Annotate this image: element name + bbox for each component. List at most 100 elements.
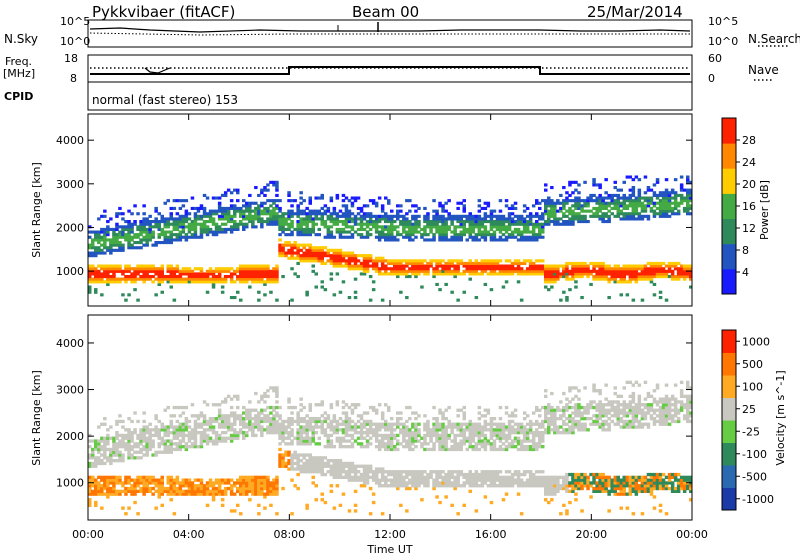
power-cell bbox=[519, 261, 524, 265]
velocity-cell bbox=[118, 433, 122, 438]
power-cell bbox=[384, 267, 388, 271]
power-cell bbox=[160, 277, 164, 281]
velocity-cell bbox=[217, 439, 222, 443]
power-cell bbox=[474, 259, 479, 263]
velocity-cell bbox=[208, 417, 213, 421]
velocity-cell bbox=[329, 467, 334, 471]
power-cell bbox=[444, 261, 448, 265]
power-cell bbox=[344, 196, 349, 200]
power-cell bbox=[465, 214, 469, 218]
power-cell bbox=[341, 264, 346, 268]
power-cell bbox=[269, 220, 273, 224]
velocity-cell bbox=[287, 422, 291, 426]
power-cell bbox=[239, 298, 243, 302]
velocity-cell bbox=[414, 433, 418, 438]
velocity-cell bbox=[359, 433, 364, 438]
velocity-cell bbox=[444, 442, 448, 446]
velocity-cell bbox=[103, 461, 107, 466]
velocity-cell bbox=[350, 425, 355, 429]
power-cell bbox=[223, 222, 228, 226]
power-cell bbox=[444, 209, 448, 213]
velocity-cell bbox=[127, 445, 131, 449]
velocity-cell bbox=[278, 422, 282, 426]
velocity-cell bbox=[293, 461, 297, 466]
power-cell bbox=[251, 269, 255, 273]
power-cell bbox=[217, 275, 222, 279]
power-cell bbox=[625, 272, 630, 276]
velocity-cell bbox=[323, 445, 328, 449]
power-cell bbox=[359, 267, 364, 271]
power-cell bbox=[544, 220, 548, 224]
velocity-cell bbox=[483, 478, 488, 482]
power-cell bbox=[631, 188, 636, 192]
velocity-cell bbox=[444, 445, 448, 449]
velocity-cell bbox=[139, 442, 143, 446]
power-cell bbox=[550, 220, 554, 224]
velocity-cell bbox=[338, 445, 343, 449]
power-cell bbox=[193, 280, 198, 284]
power-cell bbox=[350, 235, 355, 239]
velocity-cell bbox=[208, 422, 213, 426]
power-cell bbox=[513, 259, 518, 263]
power-cell bbox=[586, 204, 590, 208]
velocity-cell bbox=[214, 403, 219, 407]
velocity-cell bbox=[263, 506, 267, 510]
velocity-cell bbox=[308, 425, 312, 429]
velocity-cell bbox=[338, 461, 343, 466]
power-cell bbox=[251, 222, 255, 226]
velocity-cell bbox=[344, 439, 349, 443]
power-cell bbox=[411, 227, 415, 231]
velocity-cell bbox=[462, 433, 466, 438]
power-cell bbox=[103, 267, 107, 271]
power-cell bbox=[211, 285, 216, 289]
power-cell bbox=[535, 235, 539, 239]
velocity-cell bbox=[486, 439, 491, 443]
power-cell bbox=[254, 212, 258, 216]
velocity-cell bbox=[223, 489, 228, 493]
power-cell bbox=[299, 222, 303, 226]
power-cell bbox=[236, 209, 240, 213]
power-cell bbox=[314, 272, 318, 276]
velocity-cell bbox=[450, 431, 454, 435]
velocity-cell bbox=[226, 417, 231, 421]
power-cell bbox=[145, 241, 149, 245]
power-cell bbox=[166, 235, 170, 239]
power-cell bbox=[157, 267, 161, 271]
power-cell bbox=[287, 225, 291, 229]
power-cell bbox=[145, 235, 149, 239]
power-cell bbox=[450, 261, 454, 265]
velocity-cell bbox=[187, 425, 192, 429]
power-cell bbox=[432, 238, 436, 242]
velocity-cell bbox=[471, 439, 475, 443]
power-cell bbox=[649, 272, 654, 276]
velocity-cell bbox=[127, 439, 131, 443]
velocity-cell bbox=[112, 459, 116, 463]
power-cell bbox=[365, 222, 370, 226]
velocity-cell bbox=[275, 422, 279, 426]
velocity-cell bbox=[411, 478, 415, 482]
power-cell bbox=[332, 220, 337, 224]
power-cell bbox=[489, 264, 494, 268]
power-cell bbox=[118, 269, 122, 273]
power-cell bbox=[417, 220, 421, 224]
power-cell bbox=[601, 206, 605, 210]
velocity-cell bbox=[91, 447, 95, 452]
velocity-cell bbox=[166, 445, 170, 449]
velocity-cell bbox=[211, 419, 216, 424]
power-cell bbox=[601, 220, 605, 224]
velocity-cell bbox=[130, 484, 134, 488]
velocity-cell bbox=[130, 433, 134, 438]
power-cell bbox=[275, 186, 279, 190]
velocity-cell bbox=[326, 459, 331, 463]
power-cell bbox=[686, 201, 690, 205]
velocity-cell bbox=[169, 445, 173, 449]
power-cell bbox=[284, 217, 288, 221]
power-cell bbox=[474, 233, 479, 237]
power-cell bbox=[178, 233, 183, 237]
velocity-cell bbox=[205, 439, 210, 443]
power-cell bbox=[211, 196, 216, 200]
power-cell bbox=[317, 217, 321, 221]
power-cell bbox=[353, 254, 358, 258]
power-cell bbox=[465, 264, 469, 268]
velocity-cell bbox=[136, 442, 140, 446]
